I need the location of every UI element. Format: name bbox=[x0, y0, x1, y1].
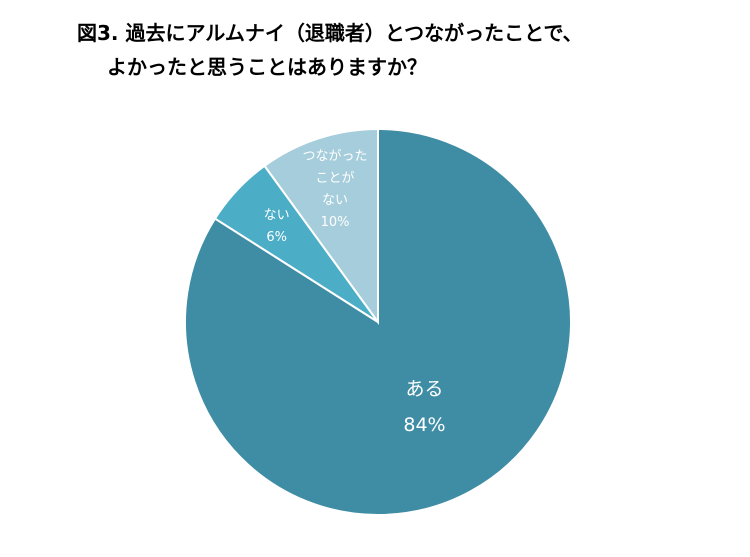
category-label: ある bbox=[405, 377, 444, 400]
slice-label: つながった ことが ない 10% bbox=[275, 130, 395, 250]
value-label: 6% bbox=[266, 229, 287, 245]
value-label: 10% bbox=[320, 214, 350, 230]
slice-label-box: ある 84% bbox=[364, 347, 484, 467]
slice-label-box: ない 6% bbox=[217, 167, 337, 287]
value-label: 84% bbox=[403, 413, 446, 436]
chart-title: よかったと思うことはありますか？ bbox=[107, 55, 427, 79]
category-label: ない bbox=[263, 207, 290, 223]
category-label: つながった ことが ない bbox=[302, 148, 368, 208]
pie-slice bbox=[263, 127, 379, 326]
slice-label-box: つながった ことが ない 10% bbox=[275, 130, 395, 250]
slice-label: ない 6% bbox=[217, 167, 337, 287]
chart-title: 図3. 過去にアルムナイ（退職者）とつながったことで、 bbox=[77, 21, 583, 45]
slice-label: ある 84% bbox=[364, 347, 484, 467]
